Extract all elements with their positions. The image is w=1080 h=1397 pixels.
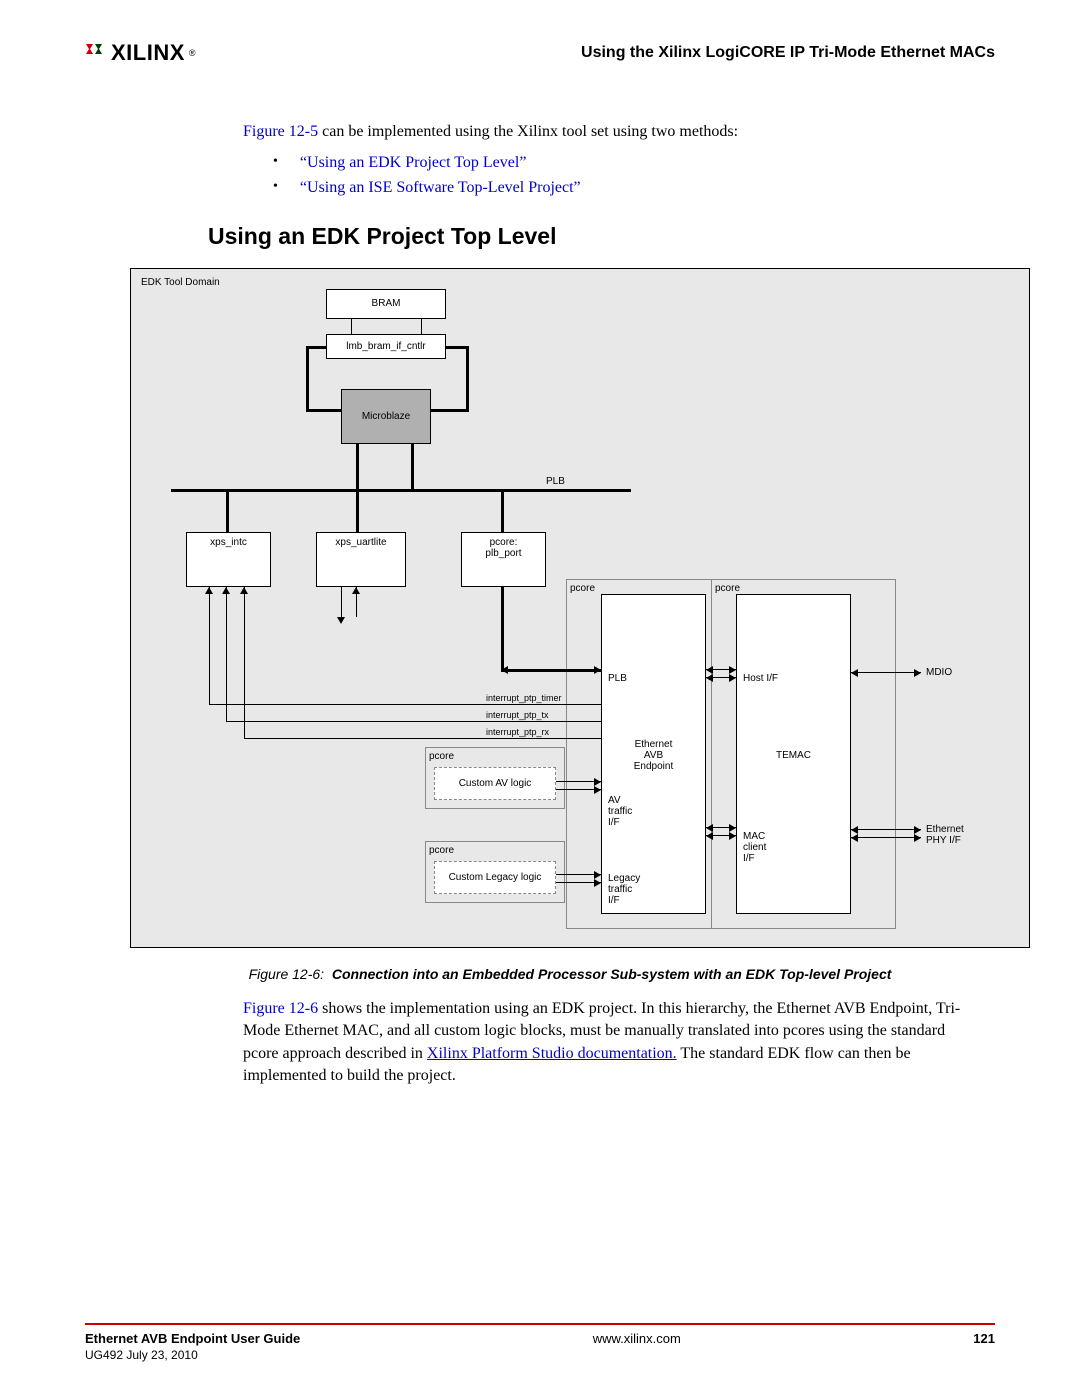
- explanation-paragraph: Figure 12-6 shows the implementation usi…: [243, 998, 983, 1088]
- method-list: • “Using an EDK Project Top Level” • “Us…: [273, 151, 995, 201]
- domain-label: EDK Tool Domain: [141, 277, 220, 288]
- temac-box: TEMAC Host I/F MAC client I/F: [736, 594, 851, 914]
- edk-link[interactable]: “Using an EDK Project Top Level”: [300, 151, 527, 176]
- plb-label: PLB: [546, 476, 565, 487]
- eth-avb-box: Ethernet AVB Endpoint PLB AV traffic I/F…: [601, 594, 706, 914]
- section-heading: Using an EDK Project Top Level: [208, 223, 995, 250]
- list-item: • “Using an ISE Software Top-Level Proje…: [273, 176, 995, 201]
- intro-paragraph: Figure 12-5 can be implemented using the…: [243, 121, 983, 143]
- xps-intc-box: xps_intc: [186, 532, 271, 587]
- xilinx-logo: XILINX ®: [85, 40, 196, 66]
- footer-sub: UG492 July 23, 2010: [85, 1348, 995, 1362]
- logo-text: XILINX: [111, 40, 185, 66]
- figure-caption: Figure 12-6: Connection into an Embedded…: [135, 966, 1005, 982]
- footer-guide: Ethernet AVB Endpoint User Guide: [85, 1331, 300, 1346]
- footer-page: 121: [973, 1331, 995, 1346]
- custom-av-box: Custom AV logic: [434, 767, 556, 800]
- int-tx-label: interrupt_ptp_tx: [486, 710, 549, 720]
- edk-diagram: EDK Tool Domain BRAM lmb_bram_if_cntlr M…: [130, 268, 1030, 948]
- int-rx-label: interrupt_ptp_rx: [486, 727, 549, 737]
- eth-phy-label: Ethernet PHY I/F: [926, 824, 964, 846]
- page-header: XILINX ® Using the Xilinx LogiCORE IP Tr…: [85, 40, 995, 66]
- footer-rule: [85, 1323, 995, 1325]
- logo-icon: [85, 43, 107, 63]
- figure-12-6-link[interactable]: Figure 12-6: [243, 1000, 318, 1017]
- microblaze-box: Microblaze: [341, 389, 431, 444]
- lmb-box: lmb_bram_if_cntlr: [326, 334, 446, 359]
- ise-link[interactable]: “Using an ISE Software Top-Level Project…: [300, 176, 581, 201]
- custom-legacy-box: Custom Legacy logic: [434, 861, 556, 894]
- list-item: • “Using an EDK Project Top Level”: [273, 151, 995, 176]
- header-title: Using the Xilinx LogiCORE IP Tri-Mode Et…: [581, 44, 995, 62]
- int-timer-label: interrupt_ptp_timer: [486, 693, 562, 703]
- mdio-label: MDIO: [926, 667, 952, 678]
- bram-box: BRAM: [326, 289, 446, 319]
- bullet-icon: •: [273, 176, 278, 201]
- figure-12-5-link[interactable]: Figure 12-5: [243, 123, 318, 140]
- xps-doc-link[interactable]: Xilinx Platform Studio documentation.: [427, 1045, 677, 1062]
- page-footer: Ethernet AVB Endpoint User Guide www.xil…: [85, 1323, 995, 1362]
- footer-url[interactable]: www.xilinx.com: [593, 1331, 681, 1346]
- xps-uartlite-box: xps_uartlite: [316, 532, 406, 587]
- bullet-icon: •: [273, 151, 278, 176]
- pcore-plb-box: pcore: plb_port: [461, 532, 546, 587]
